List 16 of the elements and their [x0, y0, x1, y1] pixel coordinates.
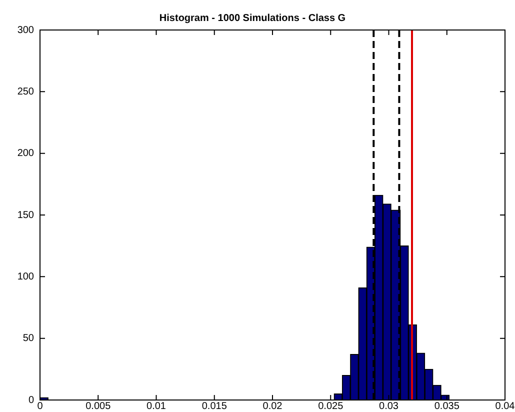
x-tick-label: 0.035	[434, 400, 460, 412]
x-tick-label: 0.01	[146, 400, 166, 412]
x-tick-label: 0.02	[262, 400, 283, 412]
x-tick-label: 0	[37, 400, 44, 412]
y-tick-label: 50	[22, 333, 34, 344]
x-tick-label: 0.04	[495, 400, 515, 412]
y-tick-label: 300	[17, 24, 34, 36]
x-tick-label: 0.005	[86, 400, 112, 412]
x-tick-label: 0.015	[202, 400, 228, 412]
y-tick-label: 250	[17, 86, 34, 98]
y-tick-label: 100	[17, 271, 34, 282]
chart-title: Histogram - 1000 Simulations - Class G	[159, 12, 346, 24]
y-tick-label: 150	[17, 210, 34, 221]
y-tick-label: 200	[17, 148, 34, 160]
x-tick-label: 0.025	[318, 400, 344, 412]
x-tick-label: 0.03	[379, 400, 399, 412]
